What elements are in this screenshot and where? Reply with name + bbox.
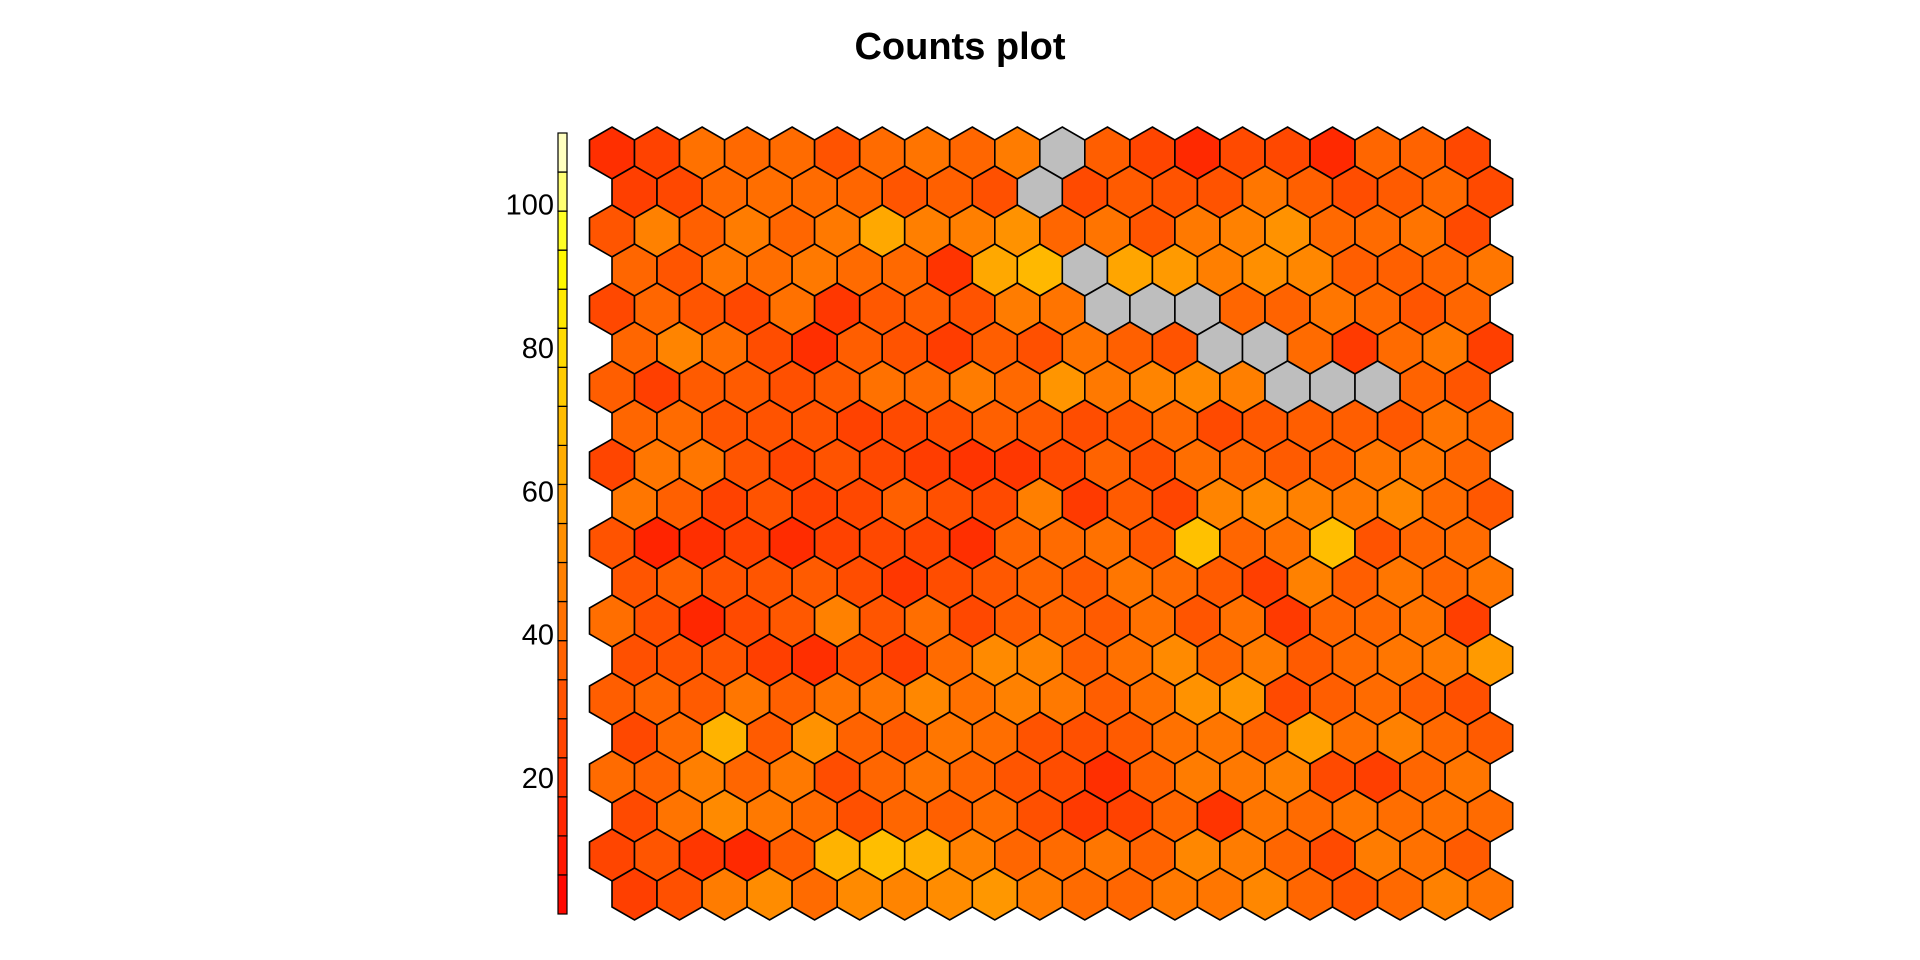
- colorbar-segment: [557, 327, 568, 368]
- colorbar-segment: [557, 522, 568, 564]
- colorbar-segment: [557, 249, 568, 290]
- colorbar-segment: [557, 405, 568, 446]
- colorbar-segment: [557, 718, 568, 759]
- colorbar-segment: [557, 288, 568, 329]
- colorbar-segment: [557, 132, 568, 173]
- colorbar-tick-label: 60: [522, 476, 554, 508]
- colorbar-tick-label: 100: [506, 190, 554, 222]
- colorbar-tick-label: 40: [522, 620, 554, 652]
- chart-title: Counts plot: [854, 26, 1066, 68]
- colorbar: 20 40 60 80 100: [506, 132, 568, 915]
- hex-grid: [588, 126, 1514, 921]
- colorbar-segment: [557, 757, 568, 798]
- colorbar-segment: [557, 640, 568, 681]
- colorbar-segment: [557, 679, 568, 720]
- colorbar-segment: [557, 444, 568, 485]
- colorbar-segment: [557, 483, 568, 525]
- colorbar-segment: [557, 561, 568, 603]
- hex-cell: [1466, 867, 1514, 921]
- colorbar-tick-label: 20: [522, 763, 554, 795]
- colorbar-segment: [557, 210, 568, 251]
- colorbar-segment: [557, 835, 568, 876]
- colorbar-segment: [557, 171, 568, 212]
- colorbar-tick-label: 80: [522, 333, 554, 365]
- colorbar-segment: [557, 366, 568, 407]
- colorbar-segment: [557, 796, 568, 837]
- colorbar-segment: [557, 874, 568, 915]
- colorbar-segment: [557, 600, 568, 642]
